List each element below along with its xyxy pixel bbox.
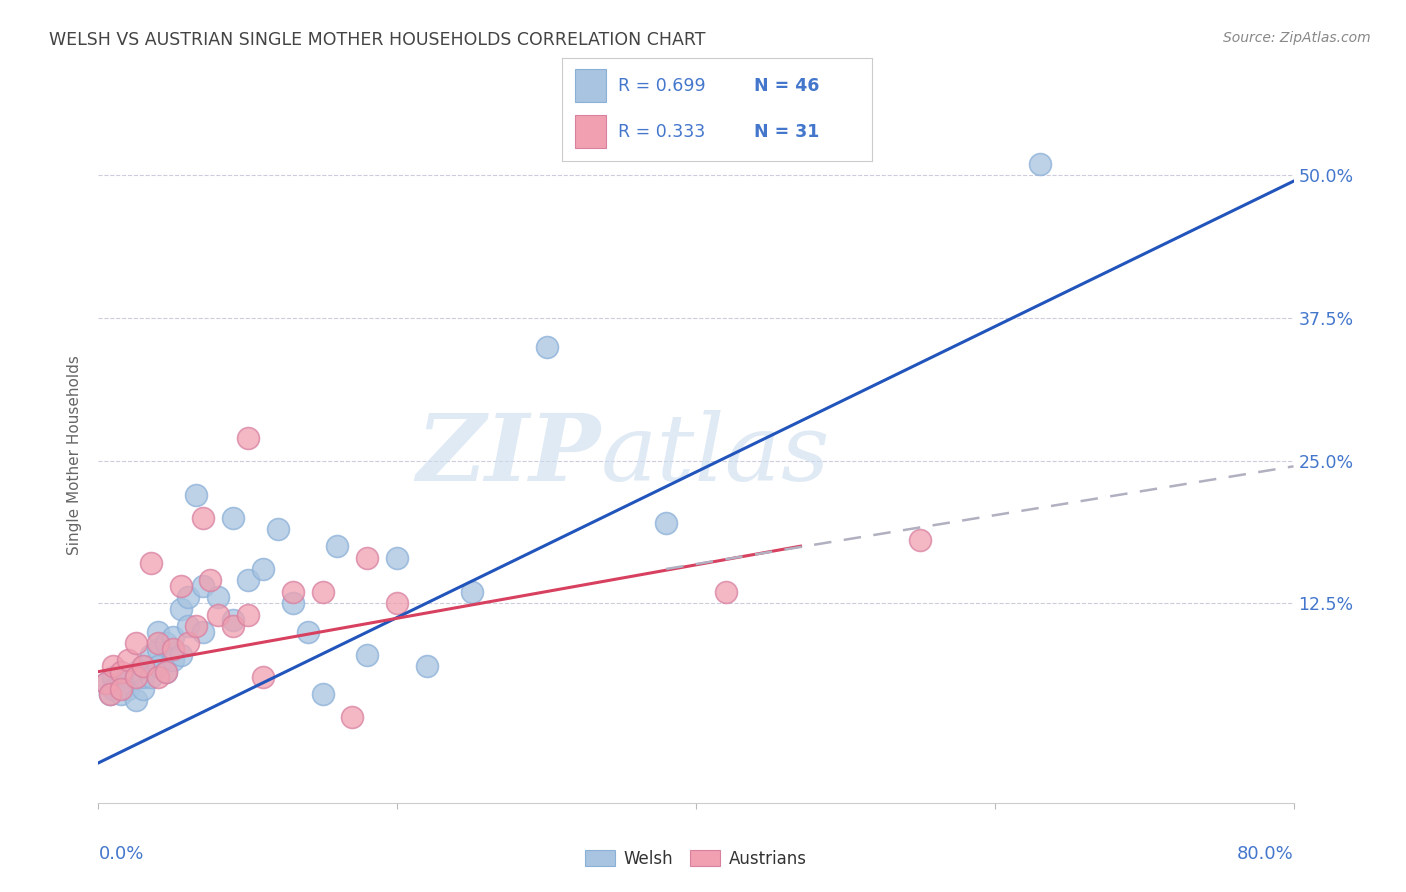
Point	[169, 602, 191, 616]
Point	[236, 607, 259, 622]
Point	[169, 648, 191, 662]
Point	[385, 596, 409, 610]
Point	[125, 636, 148, 650]
Y-axis label: Single Mother Households: Single Mother Households	[67, 355, 83, 555]
Point	[155, 665, 177, 679]
Text: R = 0.333: R = 0.333	[619, 123, 706, 141]
Text: N = 46: N = 46	[754, 77, 820, 95]
Point	[117, 653, 139, 667]
Point	[94, 676, 117, 690]
Point	[103, 659, 125, 673]
Point	[908, 533, 931, 548]
Point	[177, 636, 200, 650]
Point	[311, 688, 333, 702]
Point	[110, 688, 132, 702]
Point	[132, 670, 155, 684]
Point	[110, 681, 132, 696]
Point	[117, 681, 139, 696]
Point	[252, 670, 274, 684]
Point	[222, 613, 245, 627]
Point	[184, 619, 207, 633]
Point	[177, 591, 200, 605]
Point	[148, 659, 170, 673]
Point	[132, 681, 155, 696]
Point	[139, 670, 162, 684]
Point	[207, 591, 229, 605]
Text: ZIP: ZIP	[416, 410, 600, 500]
Point	[162, 641, 184, 656]
Point	[461, 584, 484, 599]
Point	[267, 522, 290, 536]
Point	[148, 624, 170, 639]
Text: 80.0%: 80.0%	[1237, 845, 1294, 863]
Point	[125, 693, 148, 707]
Point	[148, 636, 170, 650]
Point	[139, 556, 162, 570]
Text: N = 31: N = 31	[754, 123, 820, 141]
Point	[125, 665, 148, 679]
Legend: Welsh, Austrians: Welsh, Austrians	[579, 843, 813, 874]
Point	[191, 510, 214, 524]
Point	[110, 676, 132, 690]
Point	[132, 659, 155, 673]
Point	[100, 688, 122, 702]
Point	[655, 516, 678, 531]
Text: Source: ZipAtlas.com: Source: ZipAtlas.com	[1223, 31, 1371, 45]
Point	[100, 688, 122, 702]
Point	[252, 562, 274, 576]
Point	[184, 488, 207, 502]
Point	[110, 665, 132, 679]
Point	[416, 659, 439, 673]
Text: WELSH VS AUSTRIAN SINGLE MOTHER HOUSEHOLDS CORRELATION CHART: WELSH VS AUSTRIAN SINGLE MOTHER HOUSEHOL…	[49, 31, 706, 49]
Point	[222, 510, 245, 524]
Point	[103, 670, 125, 684]
Point	[207, 607, 229, 622]
Point	[132, 659, 155, 673]
Point	[117, 670, 139, 684]
Point	[94, 676, 117, 690]
Point	[177, 619, 200, 633]
Point	[385, 550, 409, 565]
Point	[356, 648, 378, 662]
Point	[356, 550, 378, 565]
Point	[125, 670, 148, 684]
Point	[162, 631, 184, 645]
Point	[148, 641, 170, 656]
Text: atlas: atlas	[600, 410, 830, 500]
Point	[297, 624, 319, 639]
Point	[311, 584, 333, 599]
Point	[169, 579, 191, 593]
FancyBboxPatch shape	[575, 115, 606, 148]
Point	[103, 681, 125, 696]
Point	[148, 670, 170, 684]
Point	[326, 539, 349, 553]
Text: 0.0%: 0.0%	[98, 845, 143, 863]
FancyBboxPatch shape	[575, 70, 606, 102]
Point	[191, 624, 214, 639]
Point	[714, 584, 737, 599]
Point	[1028, 157, 1050, 171]
Text: R = 0.699: R = 0.699	[619, 77, 706, 95]
Point	[155, 636, 177, 650]
Point	[236, 431, 259, 445]
Point	[281, 596, 304, 610]
Point	[342, 710, 364, 724]
Point	[200, 574, 222, 588]
Point	[222, 619, 245, 633]
Point	[236, 574, 259, 588]
Point	[536, 340, 558, 354]
Point	[155, 665, 177, 679]
Point	[162, 653, 184, 667]
Point	[139, 648, 162, 662]
Point	[191, 579, 214, 593]
Point	[281, 584, 304, 599]
